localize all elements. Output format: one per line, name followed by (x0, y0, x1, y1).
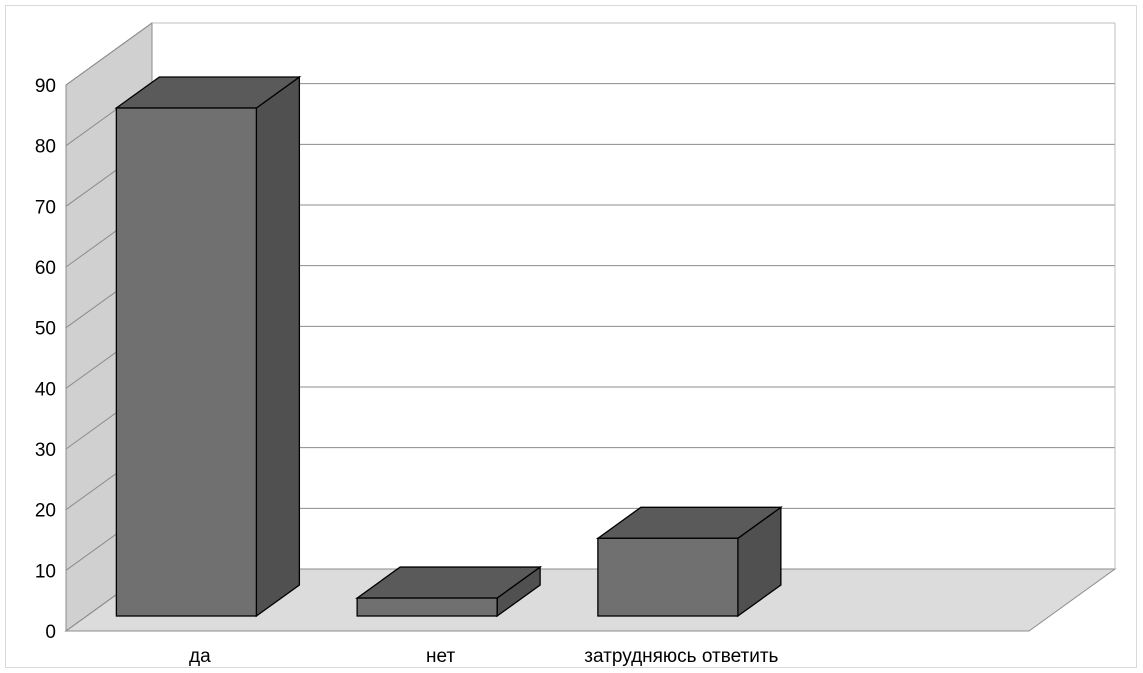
chart-frame (5, 5, 1137, 668)
x-category-label: да (189, 646, 211, 667)
x-category-label: затрудняюсь ответить (584, 646, 778, 667)
bar-front-face (597, 537, 739, 617)
y-axis-tick-labels: 0 10 20 30 40 50 60 70 80 90 (35, 76, 56, 643)
y-tick-label: 70 (35, 197, 56, 218)
side-wall-gridline (65, 22, 153, 86)
bar-side-face (255, 75, 301, 618)
y-tick-label: 50 (35, 319, 56, 340)
y-tick-label: 20 (35, 501, 56, 522)
x-category-label: нет (426, 646, 455, 667)
bar (355, 565, 543, 618)
bar-front-face (356, 597, 498, 617)
bar (114, 75, 302, 618)
y-tick-label: 80 (35, 137, 56, 158)
x-axis-category-labels: да нет затрудняюсь ответить (189, 646, 779, 667)
y-tick-label: 60 (35, 258, 56, 279)
bars (114, 75, 783, 618)
bar-front-face (115, 107, 258, 617)
bar (595, 506, 783, 618)
y-tick-label: 30 (35, 440, 56, 461)
y-tick-label: 90 (35, 76, 56, 97)
y-tick-label: 40 (35, 379, 56, 400)
y-tick-label: 10 (35, 561, 56, 582)
y-tick-label: 0 (45, 622, 56, 643)
